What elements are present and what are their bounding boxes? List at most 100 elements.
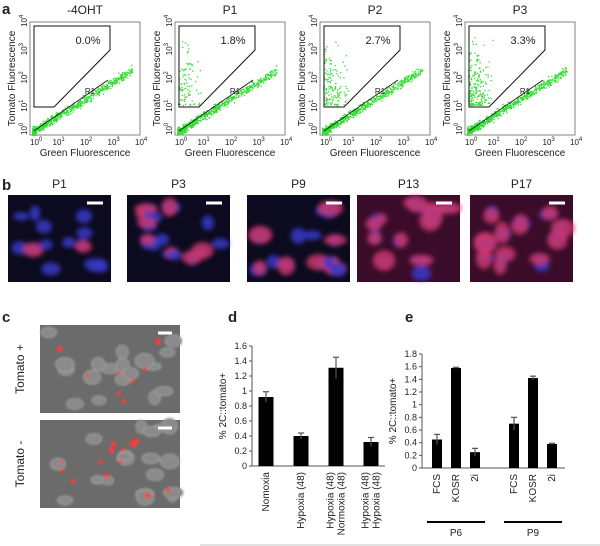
event-dot [186, 85, 188, 88]
event-dot [331, 123, 334, 125]
event-dot [494, 114, 497, 116]
event-dot [251, 85, 253, 87]
event-dot [107, 85, 109, 87]
event-dot [543, 84, 546, 86]
event-dot [487, 76, 489, 78]
event-dot [490, 75, 493, 77]
event-dot [332, 75, 335, 77]
event-dot [188, 123, 190, 126]
event-dot [469, 66, 472, 68]
event-dot [560, 74, 562, 76]
event-dot [329, 67, 331, 70]
event-dot [343, 120, 345, 122]
event-dot [513, 106, 515, 109]
event-dot [348, 116, 350, 118]
event-dot [241, 93, 243, 96]
event-dot [330, 102, 332, 105]
event-dot [122, 77, 124, 79]
event-dot [387, 94, 390, 96]
event-dot [105, 88, 107, 90]
event-dot [183, 94, 186, 96]
event-dot [487, 66, 489, 68]
event-dot [100, 89, 102, 91]
event-dot [68, 108, 70, 110]
event-dot [96, 90, 98, 93]
event-dot [258, 79, 260, 81]
event-dot [476, 98, 478, 100]
event-dot [410, 74, 412, 76]
event-dot [61, 113, 63, 115]
event-dot [182, 133, 184, 135]
event-dot [478, 74, 481, 76]
event-dot [230, 100, 232, 102]
event-dot [470, 100, 472, 102]
event-dot [66, 105, 69, 108]
event-dot [43, 121, 46, 123]
event-dot [394, 87, 397, 89]
event-dot [195, 119, 197, 122]
event-dot [479, 67, 481, 69]
event-dot [470, 101, 472, 103]
event-dot [183, 126, 185, 128]
event-dot [110, 83, 112, 86]
event-dot [548, 82, 551, 84]
event-dot [473, 86, 475, 88]
event-dot [369, 103, 371, 106]
event-dot [528, 93, 531, 95]
event-dot [195, 116, 198, 119]
event-dot [187, 92, 189, 95]
event-dot [46, 119, 49, 121]
event-dot [79, 108, 82, 110]
event-dot [267, 78, 270, 80]
event-dot [351, 113, 354, 116]
event-dot [472, 93, 474, 96]
event-dot [553, 79, 556, 81]
event-dot [365, 109, 367, 111]
event-dot [252, 83, 254, 85]
event-dot [401, 86, 404, 88]
event-dot [559, 72, 561, 74]
event-dot [223, 102, 225, 104]
event-dot [331, 124, 333, 126]
gate-percent: 1.8% [220, 35, 245, 47]
event-dot [213, 103, 215, 106]
event-dot [112, 81, 115, 83]
event-dot [414, 73, 417, 75]
event-dot [469, 125, 472, 127]
red-signal [116, 391, 122, 396]
red-signal [130, 378, 135, 383]
event-dot [471, 125, 473, 127]
event-dot [480, 125, 482, 127]
event-dot [324, 61, 326, 63]
event-dot [207, 113, 209, 115]
event-dot [561, 74, 564, 76]
event-dot [35, 134, 38, 137]
event-dot [32, 134, 35, 136]
event-dot [185, 103, 187, 105]
event-dot [504, 108, 506, 111]
event-dot [366, 105, 368, 107]
event-dot [325, 132, 327, 134]
event-dot [178, 130, 181, 133]
event-dot [554, 81, 557, 83]
event-dot [337, 123, 340, 126]
cell-outline [91, 395, 107, 406]
event-dot [182, 88, 184, 91]
event-dot [373, 98, 375, 101]
tick-exponent: 4 [19, 14, 25, 18]
event-dot [324, 62, 326, 65]
event-dot [471, 131, 473, 133]
event-dot [183, 74, 185, 76]
event-dot [534, 87, 537, 89]
event-dot [482, 85, 485, 87]
gate-diagonal [178, 79, 254, 132]
event-dot [215, 106, 217, 109]
event-dot [502, 108, 504, 110]
tomato-signal [365, 217, 383, 231]
event-dot [108, 86, 110, 88]
event-dot [43, 129, 45, 131]
event-dot [558, 72, 560, 74]
tick-exponent: 0 [474, 137, 478, 143]
event-dot [476, 90, 479, 93]
